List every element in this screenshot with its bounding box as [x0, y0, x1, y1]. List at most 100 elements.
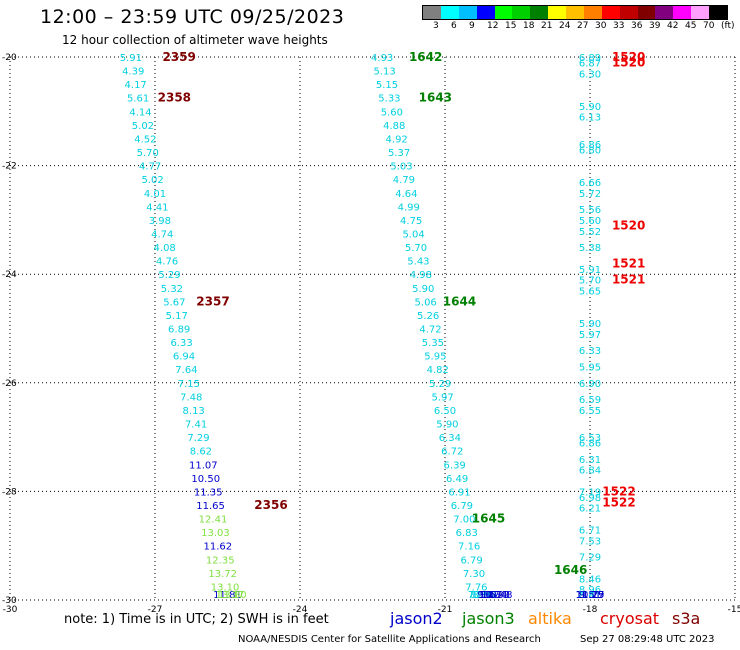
- wave-height-label: 5.95: [579, 363, 601, 374]
- wave-height-label: 6.79: [451, 501, 473, 512]
- wave-height-label: 6.30: [579, 69, 601, 80]
- wave-height-label: 8.46: [579, 574, 601, 585]
- time-label: 1520: [612, 218, 645, 232]
- wave-height-label: 7.29: [187, 433, 209, 444]
- wave-height-label: 7.16: [458, 542, 480, 553]
- colorbar-label: 15: [505, 21, 517, 31]
- wave-height-label: 13.37: [216, 590, 245, 601]
- colorbar-cell: [709, 6, 727, 19]
- wave-height-label: 5.38: [579, 243, 601, 254]
- colorbar-cell: [423, 6, 441, 19]
- wave-height-label: 10.34: [479, 590, 508, 601]
- colorbar-label: 6: [451, 21, 457, 31]
- wave-height-label: 5.02: [132, 121, 154, 132]
- wave-height-label: 6.66: [579, 178, 601, 189]
- wave-height-label: 6.59: [579, 395, 601, 406]
- colorbar-label: 39: [649, 21, 661, 31]
- time-label: 2357: [196, 294, 229, 308]
- wave-height-label: 13.03: [201, 528, 230, 539]
- x-tick-label: -24: [293, 605, 308, 615]
- wave-height-label: 6.79: [460, 555, 482, 566]
- colorbar-label: 12: [487, 21, 499, 31]
- time-label: 1645: [472, 512, 505, 526]
- wave-height-label: 6.34: [439, 433, 461, 444]
- wave-height-label: 12.35: [206, 555, 235, 566]
- wave-height-label: 5.56: [579, 205, 601, 216]
- colorbar-cell: [655, 6, 674, 19]
- colorbar-label: 36: [631, 21, 643, 31]
- colorbar-label: 3: [433, 21, 439, 31]
- time-label: 1520: [612, 50, 645, 64]
- wave-height-label: 6.21: [579, 504, 601, 515]
- wave-height-label: 5.90: [412, 284, 434, 295]
- wave-height-label: 5.90: [436, 420, 458, 431]
- wave-height-label: 7.53: [579, 536, 601, 547]
- wave-height-label: 4.88: [383, 121, 405, 132]
- wave-height-label: 9.51: [579, 590, 601, 601]
- wave-height-label: 11.35: [194, 487, 223, 498]
- wave-height-label: 5.67: [163, 297, 185, 308]
- wave-height-label: 13.72: [208, 569, 237, 580]
- wave-height-label: 8.34: [473, 590, 495, 601]
- wave-height-label: 5.91: [579, 265, 601, 276]
- wave-height-label: 5.52: [579, 227, 601, 238]
- wave-height-label: 10.79: [576, 590, 605, 601]
- wave-height-label: 7.19: [579, 487, 601, 498]
- wave-height-label: 4.75: [400, 216, 422, 227]
- wave-height-label: 6.90: [579, 379, 601, 390]
- wave-height-label: 10.33: [481, 590, 510, 601]
- wave-height-label: 7.30: [463, 569, 485, 580]
- time-label: 1644: [443, 294, 476, 308]
- wave-height-label: 4.01: [144, 189, 166, 200]
- wave-height-label: 7.93: [475, 590, 497, 601]
- colorbar-label: 27: [577, 21, 589, 31]
- wave-height-label: 5.03: [390, 162, 412, 173]
- wave-height-label: 5.35: [422, 338, 444, 349]
- wave-height-label: 6.49: [446, 474, 468, 485]
- wave-height-label: 6.91: [448, 487, 470, 498]
- x-tick-label: -30: [3, 605, 18, 615]
- wave-height-label: 6.84: [579, 466, 601, 477]
- time-label: 2356: [254, 498, 287, 512]
- time-label: 2358: [158, 91, 191, 105]
- colorbar-cell: [601, 6, 620, 19]
- wave-height-label: 6.86: [579, 439, 601, 450]
- time-label: 1521: [612, 256, 645, 270]
- wave-height-label: 5.06: [415, 297, 437, 308]
- colorbar-cell: [530, 6, 549, 19]
- x-tick-label: -15: [728, 605, 740, 615]
- y-tick-label: -28: [2, 487, 17, 497]
- wave-height-label: 7.29: [579, 553, 601, 564]
- colorbar-label: 18: [523, 21, 535, 31]
- wave-height-label: 5.70: [579, 276, 601, 287]
- wave-height-label: 5.43: [407, 257, 429, 268]
- colorbar-label: 45: [685, 21, 697, 31]
- wave-height-label: 8.41: [579, 590, 601, 601]
- wave-height-label: 6.89: [579, 53, 601, 64]
- wave-height-label: 11.15: [576, 590, 605, 601]
- wave-height-label: 10.50: [191, 474, 220, 485]
- wave-height-label: 5.32: [161, 284, 183, 295]
- time-label: 1521: [612, 273, 645, 287]
- wave-height-label: 6.71: [579, 525, 601, 536]
- wave-height-label: 6.86: [579, 140, 601, 151]
- time-label: 1522: [602, 484, 635, 498]
- wave-height-label: 4.98: [410, 270, 432, 281]
- wave-height-label: 4.41: [146, 202, 168, 213]
- wave-height-label: 11.07: [189, 460, 218, 471]
- wave-height-label: 11.62: [204, 542, 233, 553]
- wave-height-label: 4.92: [386, 134, 408, 145]
- wave-height-label: 11.65: [196, 501, 225, 512]
- wave-height-label: 4.77: [139, 162, 161, 173]
- legend-s3a: s3a: [672, 609, 701, 628]
- wave-height-label: 6.83: [456, 528, 478, 539]
- wave-height-label: 5.04: [402, 229, 424, 240]
- wave-height-label: 9.67: [480, 590, 502, 601]
- colorbar-label: 21: [541, 21, 553, 31]
- wave-height-label: 6.80: [579, 145, 601, 156]
- wave-height-label: 7.41: [185, 420, 207, 431]
- wave-height-label: 8.13: [183, 406, 205, 417]
- wave-height-label: 10.48: [484, 590, 513, 601]
- colorbar-cell: [548, 6, 566, 19]
- wave-height-label: 5.72: [579, 189, 601, 200]
